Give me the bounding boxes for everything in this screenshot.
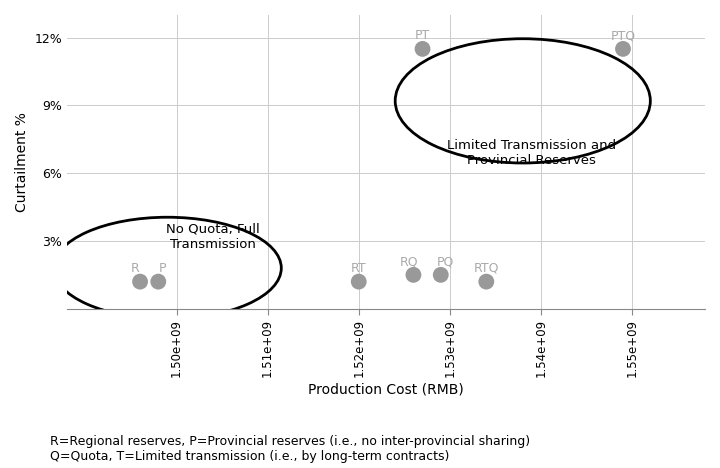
Point <box>408 271 419 278</box>
Text: No Quota, Full
Transmission: No Quota, Full Transmission <box>166 223 260 251</box>
Text: PTQ: PTQ <box>611 29 636 42</box>
Text: PQ: PQ <box>436 255 454 268</box>
Point <box>480 278 492 285</box>
Point <box>617 45 629 52</box>
Y-axis label: Curtailment %: Curtailment % <box>15 112 29 212</box>
Text: RTQ: RTQ <box>474 262 499 275</box>
Point <box>153 278 164 285</box>
Text: PT: PT <box>415 29 430 42</box>
Text: R: R <box>131 262 140 275</box>
Point <box>135 278 146 285</box>
Point <box>435 271 446 278</box>
Text: RT: RT <box>351 262 366 275</box>
Text: RQ: RQ <box>400 255 418 268</box>
Text: Limited Transmission and
Provincial Reserves: Limited Transmission and Provincial Rese… <box>447 139 616 167</box>
Point <box>353 278 364 285</box>
Text: R=Regional reserves, P=Provincial reserves (i.e., no inter-provincial sharing)
Q: R=Regional reserves, P=Provincial reserv… <box>50 435 531 463</box>
Point <box>417 45 428 52</box>
X-axis label: Production Cost (RMB): Production Cost (RMB) <box>308 383 464 397</box>
Text: P: P <box>159 262 166 275</box>
